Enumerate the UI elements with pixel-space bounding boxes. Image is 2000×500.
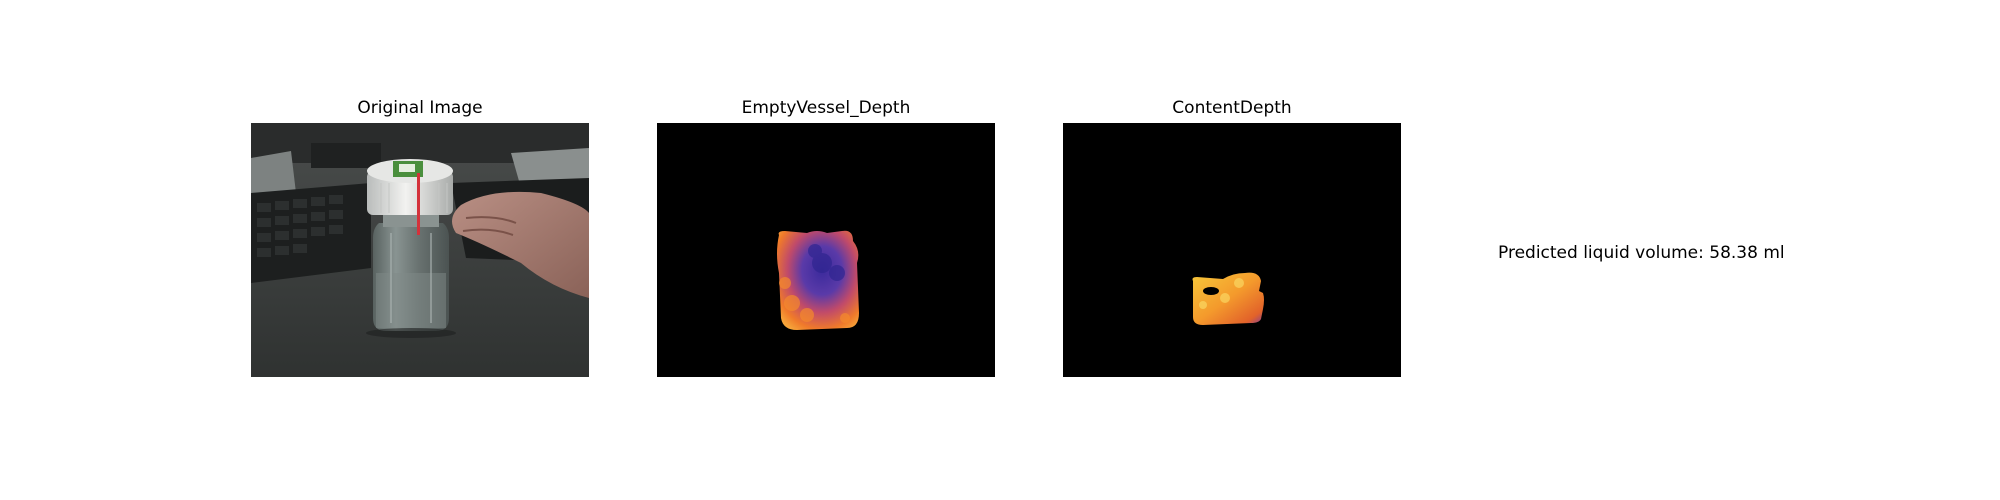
original-photo <box>251 123 589 377</box>
original-image-panel: Original Image <box>251 97 589 377</box>
content-depth-map <box>1063 123 1401 377</box>
original-image-title: Original Image <box>357 98 483 118</box>
empty-vessel-depth-title: EmptyVessel_Depth <box>741 98 911 118</box>
empty-vessel-depth-map <box>657 123 995 377</box>
predicted-volume-text: Predicted liquid volume: 58.38 ml <box>1498 243 1785 263</box>
content-depth-panel: ContentDepth <box>1063 97 1401 377</box>
content-depth-title: ContentDepth <box>1172 98 1292 118</box>
empty-vessel-depth-panel: EmptyVessel_Depth <box>657 97 995 377</box>
